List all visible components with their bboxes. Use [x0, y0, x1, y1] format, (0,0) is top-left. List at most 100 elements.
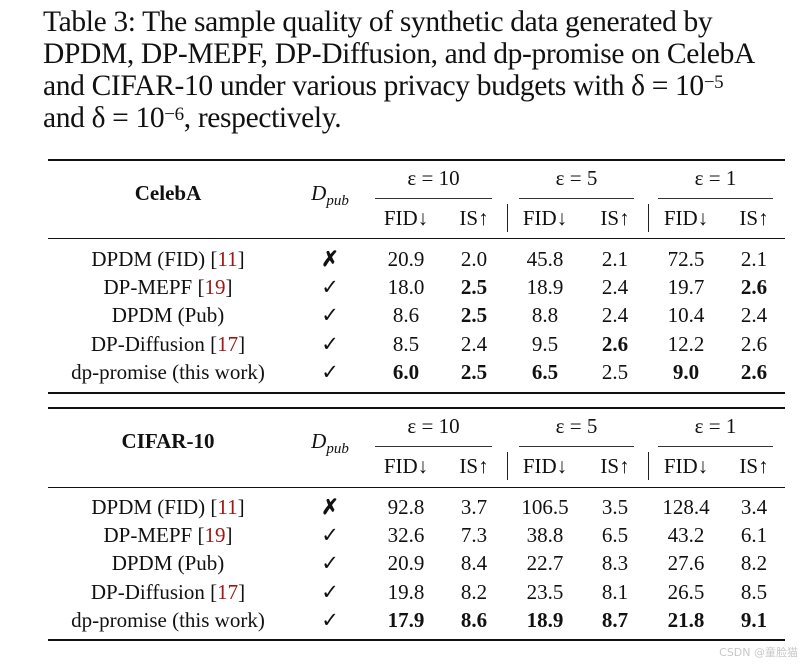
- fid-column-header: FID↓: [663, 206, 709, 230]
- method-label: DP-Diffusion [: [90, 579, 218, 604]
- check-icon: ✓: [321, 303, 339, 328]
- fid-value: 19.7: [667, 275, 705, 300]
- epsilon-group-header: ε = 5: [555, 414, 598, 438]
- dataset-header: CelebA: [134, 181, 202, 205]
- caption-line-3: and CIFAR-10 under various privacy budge…: [43, 70, 724, 102]
- fid-value: 9.5: [531, 331, 559, 356]
- check-icon: ✓: [321, 551, 339, 576]
- is-column-header: IS↑: [600, 454, 630, 478]
- citation-link[interactable]: 17: [217, 579, 239, 604]
- is-value: 2.4: [740, 303, 768, 328]
- fid-value: 12.2: [667, 331, 705, 356]
- column-separator: [507, 452, 508, 480]
- dpub-header: Dpub: [290, 429, 370, 461]
- method-name: DP-Diffusion [17]: [48, 332, 288, 356]
- method-name: DPDM (Pub): [48, 551, 288, 575]
- is-value: 2.4: [601, 275, 629, 300]
- citation-link[interactable]: 19: [204, 523, 226, 548]
- citation-link[interactable]: 11: [217, 495, 238, 519]
- cross-icon: ✗: [321, 247, 339, 271]
- check-icon: ✓: [321, 331, 339, 356]
- fid-value: 72.5: [667, 247, 705, 271]
- is-value: 2.5: [460, 359, 488, 384]
- method-name: DPDM (Pub): [48, 303, 288, 327]
- group-underline: [519, 446, 634, 447]
- is-value: 3.7: [460, 495, 488, 519]
- method-label: DPDM (Pub): [111, 551, 225, 576]
- fid-column-header: FID↓: [383, 454, 429, 478]
- epsilon-group-header: ε = 1: [694, 166, 737, 190]
- dpub-subscript: pub: [326, 441, 349, 457]
- fid-value: 21.8: [667, 607, 705, 632]
- top-rule: [48, 407, 785, 409]
- citation-bracket: ]: [225, 523, 233, 548]
- is-column-header: IS↑: [459, 206, 489, 230]
- is-column-header: IS↑: [739, 206, 769, 230]
- is-value: 6.1: [740, 523, 768, 548]
- method-name: DP-Diffusion [17]: [48, 580, 288, 604]
- fid-column-header: FID↓: [663, 454, 709, 478]
- is-value: 9.1: [740, 607, 768, 632]
- header-rule: [48, 487, 785, 489]
- epsilon-group-header: ε = 10: [407, 414, 460, 438]
- epsilon-group-header: ε = 10: [407, 166, 460, 190]
- is-value: 2.0: [460, 247, 488, 271]
- group-underline: [375, 198, 492, 199]
- method-name: DP-MEPF [19]: [48, 275, 288, 299]
- is-value: 3.4: [740, 495, 768, 519]
- is-value: 6.5: [601, 523, 629, 548]
- epsilon-group-header: ε = 1: [694, 414, 737, 438]
- method-name: DPDM (FID) [11]: [48, 247, 288, 271]
- bottom-rule: [48, 392, 785, 394]
- is-value: 8.4: [460, 551, 488, 576]
- fid-value: 8.5: [392, 331, 420, 356]
- citation-bracket: ]: [237, 495, 245, 519]
- check-icon: ✓: [321, 275, 339, 300]
- fid-column-header: FID↓: [522, 454, 568, 478]
- method-name: dp-promise (this work): [48, 360, 288, 384]
- column-separator: [648, 204, 649, 232]
- fid-value: 38.8: [526, 523, 564, 548]
- fid-value: 20.9: [387, 551, 425, 576]
- citation-link[interactable]: 19: [204, 275, 226, 300]
- fid-value: 8.6: [392, 303, 420, 328]
- top-rule: [48, 159, 785, 161]
- group-underline: [375, 446, 492, 447]
- dpub-base: D: [311, 181, 327, 205]
- method-label: DPDM (Pub): [111, 303, 225, 328]
- citation-bracket: ]: [225, 275, 233, 300]
- results-table-cifar10: CIFAR-10 Dpub ε = 10 ε = 5 ε = 1 FID↓ IS↑ FID↓ I…: [48, 407, 785, 647]
- check-icon: ✓: [321, 579, 339, 604]
- citation-link[interactable]: 17: [217, 331, 239, 356]
- cross-icon: ✗: [321, 495, 339, 519]
- is-value: 8.2: [460, 579, 488, 604]
- citation-link[interactable]: 11: [217, 247, 238, 271]
- is-value: 2.6: [740, 275, 768, 300]
- method-label: dp-promise (this work): [71, 359, 265, 384]
- is-value: 2.4: [460, 331, 488, 356]
- method-label: DP-Diffusion [: [90, 331, 218, 356]
- epsilon-group-header: ε = 5: [555, 166, 598, 190]
- citation-bracket: ]: [237, 247, 245, 271]
- group-underline: [519, 198, 634, 199]
- is-value: 3.5: [601, 495, 629, 519]
- fid-value: 8.8: [531, 303, 559, 328]
- is-column-header: IS↑: [600, 206, 630, 230]
- caption-line-2: DPDM, DP-MEPF, DP-Diffusion, and dp-prom…: [43, 38, 755, 70]
- is-value: 8.1: [601, 579, 629, 604]
- dataset-header: CIFAR-10: [121, 429, 215, 453]
- is-value: 8.6: [460, 607, 488, 632]
- is-value: 7.3: [460, 523, 488, 548]
- group-underline: [658, 446, 773, 447]
- method-label: DPDM (FID) [: [91, 495, 218, 519]
- is-value: 2.1: [740, 247, 768, 271]
- caption-line-1: Table 3: The sample quality of synthetic…: [43, 6, 713, 38]
- header-rule: [48, 238, 785, 240]
- citation-bracket: ]: [238, 331, 246, 356]
- is-value: 2.6: [740, 359, 768, 384]
- fid-value: 26.5: [667, 579, 705, 604]
- group-underline: [658, 198, 773, 199]
- bottom-rule: [48, 639, 785, 641]
- fid-value: 6.5: [531, 359, 559, 384]
- method-label: dp-promise (this work): [71, 607, 265, 632]
